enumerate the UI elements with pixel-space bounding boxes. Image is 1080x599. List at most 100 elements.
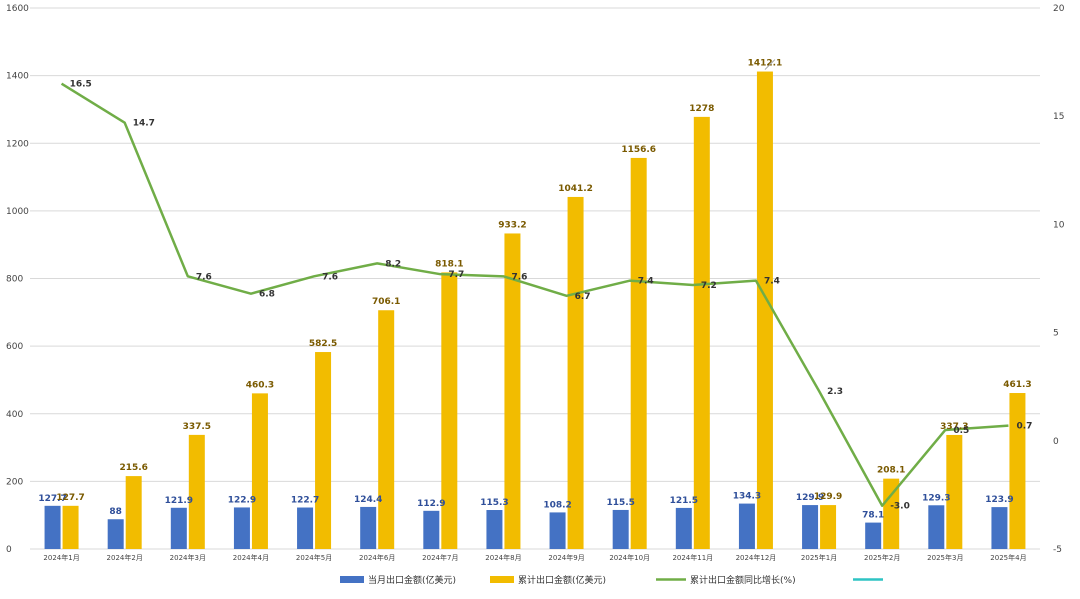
category-label: 2024年1月 [43,553,79,562]
left-tick-label: 400 [6,410,23,420]
label-growth: 7.6 [511,272,527,282]
label-cumulative: 1278 [689,104,714,114]
label-cumulative: 215.6 [119,463,147,473]
label-monthly: 112.9 [417,499,445,509]
category-label: 2024年3月 [170,553,206,562]
bar-cumulative [567,196,584,549]
label-growth: 7.6 [322,272,338,282]
bar-monthly [297,507,314,549]
category-label: 2024年6月 [359,553,395,562]
label-monthly: 134.3 [733,492,761,502]
bar-cumulative [630,157,647,549]
category-label: 2024年4月 [233,553,269,562]
left-tick-label: 200 [6,477,23,487]
legend-label: 累计出口金额(亿美元) [518,574,606,586]
bar-cumulative [504,233,521,550]
label-growth: 7.6 [196,272,212,282]
growth-line [60,82,1009,507]
label-monthly: 122.9 [228,495,256,505]
label-growth: 7.7 [448,270,464,280]
label-monthly: 124.4 [354,495,382,505]
bars [44,71,1026,550]
category-label: 2024年7月 [422,553,458,562]
label-monthly: 129.9 [796,493,824,503]
bar-monthly [675,507,692,549]
label-cumulative: 461.3 [1003,380,1031,390]
label-monthly: 123.9 [985,495,1013,505]
label-growth: 0.5 [953,426,969,436]
right-tick-label: 10 [1053,220,1065,230]
right-tick-label: 5 [1053,329,1059,339]
bar-cumulative [883,478,900,549]
right-tick-label: 0 [1053,437,1059,447]
category-label: 2024年5月 [296,553,332,562]
bar-monthly [423,510,440,549]
left-tick-label: 1200 [6,139,29,149]
legend-swatch [340,576,364,583]
label-cumulative: 208.1 [877,466,905,476]
category-label: 2024年2月 [107,553,143,562]
right-tick-label: 20 [1053,4,1065,14]
label-cumulative: 1156.6 [621,145,656,155]
bar-monthly [991,507,1008,549]
bar-monthly [549,512,566,549]
label-monthly: 122.7 [291,496,319,506]
legend: 当月出口金额(亿美元) 累计出口金额(亿美元) 累计出口金额同比增长(%) [340,574,883,586]
label-monthly: 115.5 [606,498,634,508]
label-cumulative: 706.1 [372,297,400,307]
bar-monthly [802,505,819,549]
label-monthly: 78.1 [862,511,884,521]
bar-cumulative [693,116,710,549]
legend-label: 当月出口金额(亿美元) [368,574,456,586]
category-label: 2025年4月 [990,553,1026,562]
label-growth: -3.0 [890,502,910,512]
category-label: 2024年8月 [485,553,521,562]
bar-cumulative [820,505,837,549]
label-cumulative: 337.5 [183,422,211,432]
bar-monthly [738,503,755,549]
bar-monthly [107,519,124,549]
bar-monthly [233,507,250,549]
left-tick-label: 600 [6,342,23,352]
label-cumulative: 582.5 [309,339,337,349]
category-label: 2024年12月 [736,553,777,562]
left-tick-label: 0 [6,545,12,555]
bar-cumulative [125,476,142,549]
category-label: 2025年1月 [801,553,837,562]
label-cumulative: 460.3 [246,380,274,390]
label-monthly: 108.2 [543,500,571,510]
right-tick-label: -5 [1053,545,1062,555]
legend-swatch [490,576,514,583]
label-cumulative: 1412.1 [748,59,783,69]
category-labels: 2024年1月 2024年2月 2024年3月 2024年4月 2024年5月 2024年… [43,553,1026,562]
label-monthly: 121.9 [165,496,193,506]
bar-monthly [612,509,629,549]
bar-cumulative [441,272,458,549]
category-label: 2025年2月 [864,553,900,562]
label-growth: 7.4 [638,277,654,287]
line-growth [60,82,1009,507]
label-growth: 0.7 [1016,422,1032,432]
label-cumulative: 933.2 [498,220,526,230]
label-cumulative: 1041.2 [558,184,593,194]
category-label: 2024年10月 [609,553,650,562]
label-growth: 14.7 [133,119,155,129]
left-tick-label: 800 [6,275,23,285]
bar-cumulative [62,505,79,549]
bar-cumulative [946,434,963,549]
left-axis: 0 200 400 600 800 1000 1200 1400 1600 [6,4,29,555]
label-cumulative: 127.7 [56,493,84,503]
right-axis: -5 0 5 10 15 20 [1053,4,1065,555]
label-monthly: 88 [109,507,122,517]
label-monthly: 121.5 [670,496,698,506]
left-tick-label: 1600 [6,4,29,14]
bar-monthly [44,505,61,549]
category-label: 2024年9月 [548,553,584,562]
bar-monthly [865,522,882,549]
label-cumulative: 129.9 [814,492,842,502]
leader-line [764,59,776,70]
legend-label: 累计出口金额同比增长(%) [690,574,796,586]
bar-cumulative [188,434,205,549]
